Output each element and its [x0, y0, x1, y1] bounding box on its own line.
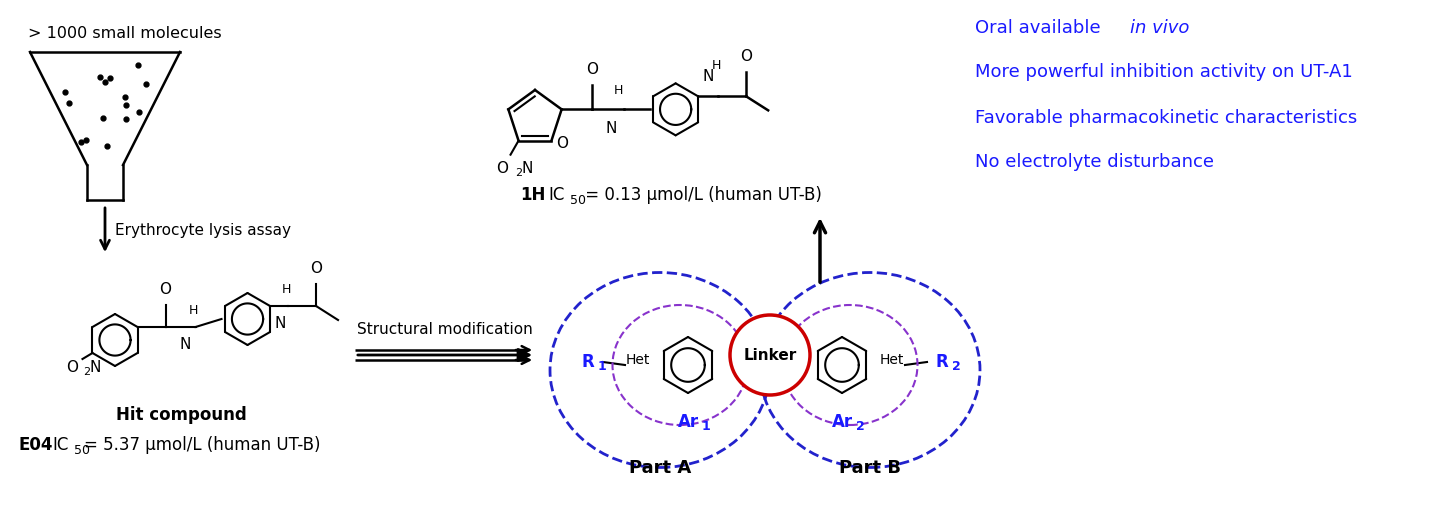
Text: H: H — [281, 283, 291, 296]
Text: N: N — [703, 69, 714, 85]
Text: N: N — [521, 161, 533, 176]
Text: Erythrocyte lysis assay: Erythrocyte lysis assay — [115, 222, 291, 237]
Text: O: O — [740, 49, 752, 64]
Text: R: R — [582, 353, 595, 371]
Text: O: O — [310, 261, 323, 276]
Text: Het: Het — [880, 353, 904, 367]
Text: N: N — [606, 121, 618, 136]
Text: H: H — [189, 304, 199, 317]
Text: Part B: Part B — [840, 459, 901, 477]
Text: 50: 50 — [73, 444, 89, 456]
Text: O: O — [160, 282, 171, 297]
Text: O: O — [586, 62, 598, 77]
Text: O: O — [66, 361, 79, 376]
Text: 1H: 1H — [520, 186, 546, 204]
Text: 2: 2 — [952, 361, 960, 373]
Text: Hit compound: Hit compound — [115, 406, 246, 424]
Text: 2: 2 — [516, 168, 523, 178]
Text: N: N — [89, 361, 101, 376]
Text: N: N — [180, 337, 192, 352]
Text: 1: 1 — [703, 420, 711, 434]
Circle shape — [730, 315, 809, 395]
Text: N: N — [275, 316, 285, 331]
Text: Part A: Part A — [629, 459, 691, 477]
Text: Favorable pharmacokinetic characteristics: Favorable pharmacokinetic characteristic… — [975, 109, 1358, 127]
Text: IC: IC — [52, 436, 68, 454]
Text: O: O — [497, 161, 508, 176]
Text: E04: E04 — [17, 436, 52, 454]
Text: 2: 2 — [855, 420, 865, 434]
Text: = 0.13 μmol/L (human UT-B): = 0.13 μmol/L (human UT-B) — [580, 186, 822, 204]
Text: > 1000 small molecules: > 1000 small molecules — [29, 27, 222, 41]
Text: Oral available: Oral available — [975, 19, 1106, 37]
Text: 1: 1 — [598, 361, 606, 373]
Text: Ar: Ar — [831, 413, 852, 431]
Text: Ar: Ar — [677, 413, 698, 431]
Text: H: H — [613, 85, 624, 97]
Text: Structural modification: Structural modification — [357, 322, 533, 337]
Text: R: R — [936, 353, 949, 371]
Text: H: H — [711, 60, 721, 72]
Text: = 5.37 μmol/L (human UT-B): = 5.37 μmol/L (human UT-B) — [84, 436, 321, 454]
Text: in vivo: in vivo — [1130, 19, 1189, 37]
Text: O: O — [556, 136, 569, 151]
Text: Linker: Linker — [743, 347, 796, 362]
Text: 2: 2 — [84, 367, 91, 377]
Text: No electrolyte disturbance: No electrolyte disturbance — [975, 153, 1214, 171]
Text: 50: 50 — [570, 194, 586, 206]
Text: Het: Het — [626, 353, 651, 367]
Text: IC: IC — [549, 186, 564, 204]
Text: More powerful inhibition activity on UT-A1: More powerful inhibition activity on UT-… — [975, 63, 1352, 81]
